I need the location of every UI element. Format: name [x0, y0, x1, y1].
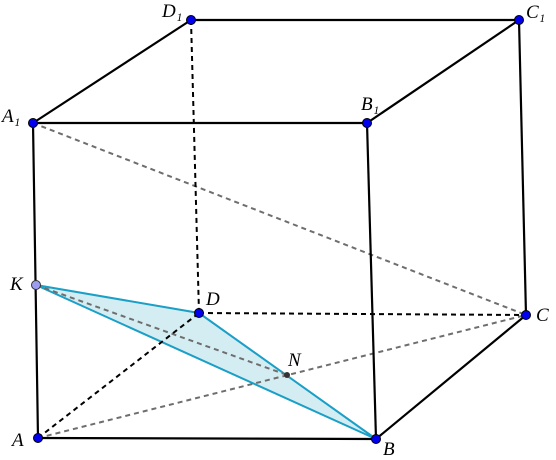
point-label: B [383, 439, 395, 460]
point [521, 310, 531, 320]
diagonal-ac [37, 314, 527, 439]
visible-edges [31, 18, 528, 441]
point [33, 433, 43, 443]
point [284, 372, 290, 378]
point-label: D [205, 289, 220, 310]
edge-dc [198, 312, 527, 316]
point [31, 280, 41, 290]
point [186, 15, 196, 25]
edge-dd1 [190, 19, 200, 314]
point-label: D₁ [161, 1, 182, 22]
point-label: B₁ [361, 94, 379, 115]
diagonal-a1c [32, 122, 527, 316]
points [28, 15, 531, 444]
point [194, 308, 204, 318]
point [362, 118, 372, 128]
point-label: C [536, 305, 549, 326]
point-label: A [10, 430, 24, 451]
edge-ad [37, 312, 200, 439]
point-label: A₁ [0, 106, 20, 127]
point-label: C₁ [526, 2, 545, 23]
point [28, 118, 38, 128]
point-label: K [9, 274, 24, 295]
point [514, 15, 524, 25]
point-label: N [287, 350, 302, 371]
point [371, 434, 381, 444]
